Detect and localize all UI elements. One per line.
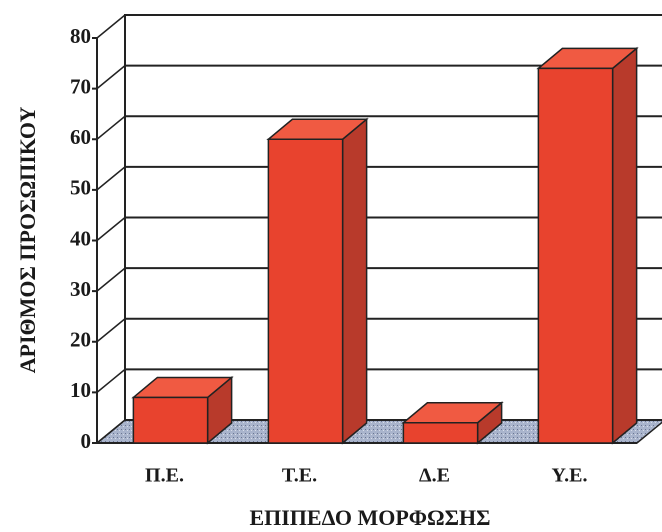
- grid-line: [96, 216, 126, 242]
- y-tick-label: 40: [70, 226, 91, 250]
- x-tick-label: Π.Ε.: [145, 465, 184, 487]
- grid-line: [96, 267, 126, 292]
- bar: [267, 138, 344, 444]
- x-tick-label: Τ.Ε.: [282, 465, 317, 487]
- y-tick-label: 20: [70, 328, 91, 352]
- bar-side: [341, 117, 368, 445]
- grid-line: [96, 318, 126, 343]
- grid-line: [96, 65, 126, 90]
- y-tick-label: 60: [70, 125, 91, 149]
- grid-line: [96, 115, 126, 140]
- bar: [402, 422, 479, 444]
- y-tick-label: 50: [70, 176, 91, 200]
- bar: [537, 67, 614, 444]
- x-tick-label: Δ.Ε: [419, 465, 450, 487]
- grid-line: [96, 419, 126, 444]
- y-tick-label: 10: [70, 378, 91, 402]
- x-axis-title: ΕΠΙΠΕΔΟ ΜΟΡΦΩΣΗΣ: [249, 505, 490, 530]
- x-tick-label: Υ.Ε.: [552, 465, 588, 487]
- y-tick-label: 80: [70, 24, 91, 48]
- grid-line: [96, 368, 126, 393]
- grid-line: [96, 166, 126, 191]
- grid-line: [96, 14, 126, 39]
- y-tick-label: 0: [81, 429, 92, 453]
- y-tick-label: 70: [70, 74, 91, 98]
- y-axis-title: ΑΡΙΘΜΟΣ ΠΡΟΣΩΠΙΚΟΥ: [15, 107, 40, 374]
- y-tick-label: 30: [70, 277, 91, 301]
- bar: [132, 396, 209, 444]
- bar-side: [611, 46, 638, 445]
